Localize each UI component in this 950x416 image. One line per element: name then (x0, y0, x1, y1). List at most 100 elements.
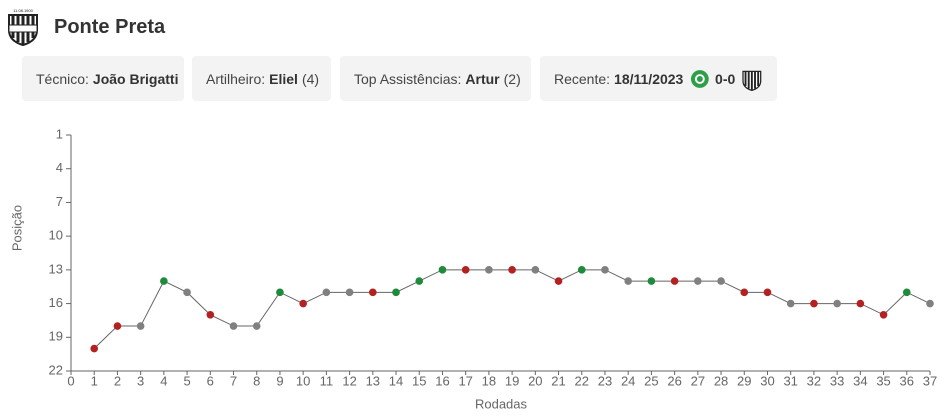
card-extra: (2) (503, 70, 521, 87)
point (856, 299, 865, 308)
x-tick-label: 0 (67, 373, 74, 388)
header: 11.08.1900 Ponte Preta (6, 8, 165, 46)
x-tick-label: 35 (876, 373, 890, 388)
y-tick-label: 13 (49, 261, 63, 276)
x-tick-label: 31 (783, 373, 797, 388)
x-tick-label: 18 (482, 373, 496, 388)
point (299, 299, 307, 308)
x-tick-label: 4 (160, 373, 167, 388)
point (647, 277, 656, 285)
line (93, 269, 931, 349)
score: 0-0 (715, 70, 736, 87)
y-tick-label: 16 (49, 295, 63, 310)
point (902, 288, 911, 297)
x-tick-label: 11 (320, 373, 334, 388)
point (160, 277, 168, 285)
x-tick-label: 19 (505, 373, 519, 388)
card-value: 18/11/2023 (614, 70, 684, 87)
y-tick-label: 19 (49, 329, 63, 344)
x-tick-label: 24 (621, 373, 635, 388)
x-tick-label: 1 (91, 373, 98, 388)
card-value: João Brigatti (92, 70, 179, 87)
x-tick-label: 25 (644, 373, 658, 388)
x-tick-label: 36 (900, 373, 914, 388)
y-tick-label: 7 (56, 194, 63, 209)
point (461, 266, 470, 274)
card-label: Técnico: (36, 70, 89, 87)
x-tick-label: 2 (114, 373, 121, 388)
point (113, 322, 122, 330)
point (345, 288, 354, 297)
x-tick-label: 21 (551, 373, 565, 388)
point (229, 322, 238, 330)
point (415, 277, 424, 285)
point (136, 322, 145, 330)
x-tick-label: 5 (183, 373, 190, 388)
point (438, 266, 447, 274)
point (90, 344, 99, 353)
card-extra: (4) (301, 70, 320, 87)
team-title: Ponte Preta (54, 15, 166, 38)
x-axis-label: Rodadas (475, 396, 528, 411)
card-value: Artur (465, 70, 500, 87)
point (763, 288, 772, 297)
x-tick-label: 33 (830, 373, 844, 388)
x-tick-label: 15 (412, 373, 426, 388)
point (577, 266, 586, 274)
x-tick-label: 32 (807, 373, 821, 388)
point (508, 266, 516, 274)
x-tick-label: 30 (760, 373, 774, 388)
point (926, 299, 934, 308)
x-tick-label: 37 (923, 373, 937, 388)
x-tick-label: 3 (137, 373, 144, 388)
card-value: Eliel (269, 70, 298, 87)
logo: 11.08.1900 (8, 8, 38, 46)
point (531, 266, 540, 274)
card-label: Top Assistências: (354, 70, 462, 87)
x-tick-label: 7 (230, 373, 237, 388)
x-tick-label: 34 (853, 373, 867, 388)
y-tick-label: 1 (56, 126, 63, 141)
x-tick-label: 20 (528, 373, 542, 388)
card-label: Recente: (554, 70, 611, 87)
x-tick-label: 26 (667, 373, 681, 388)
logo-text: 11.08.1900 (13, 8, 33, 13)
x-tick-label: 28 (714, 373, 728, 388)
card: Artilheiro: Eliel (4) (192, 56, 331, 101)
y-axis-label: Posição (9, 205, 24, 251)
point (554, 277, 563, 285)
x-tick-label: 9 (276, 373, 283, 388)
away-badge (742, 70, 762, 91)
point (670, 277, 679, 285)
card: Top Assistências: Artur (2) (340, 56, 531, 101)
x-tick-label: 12 (342, 373, 356, 388)
card: Técnico: João Brigatti (22, 56, 184, 101)
x-tick-label: 14 (389, 373, 403, 388)
home-badge (691, 69, 710, 88)
card: Recente: 18/11/2023 0-0 (540, 56, 777, 101)
x-tick-label: 22 (575, 373, 589, 388)
x-tick-label: 29 (737, 373, 751, 388)
point (879, 311, 888, 319)
point (369, 288, 377, 297)
point (276, 288, 284, 297)
point (206, 311, 215, 319)
point (624, 277, 632, 285)
x-tick-label: 16 (435, 373, 449, 388)
point (485, 266, 493, 274)
point (601, 266, 609, 274)
x-tick-label: 23 (598, 373, 612, 388)
card-label: Artilheiro: (206, 70, 266, 87)
point (833, 299, 841, 308)
point (786, 299, 795, 308)
point (322, 288, 331, 297)
point (740, 288, 749, 297)
x-tick-label: 8 (253, 373, 260, 388)
point (694, 277, 702, 285)
x-tick-label: 27 (691, 373, 705, 388)
x-tick-label: 17 (458, 373, 472, 388)
y-tick-label: 4 (56, 160, 63, 175)
x-tick-label: 13 (366, 373, 380, 388)
